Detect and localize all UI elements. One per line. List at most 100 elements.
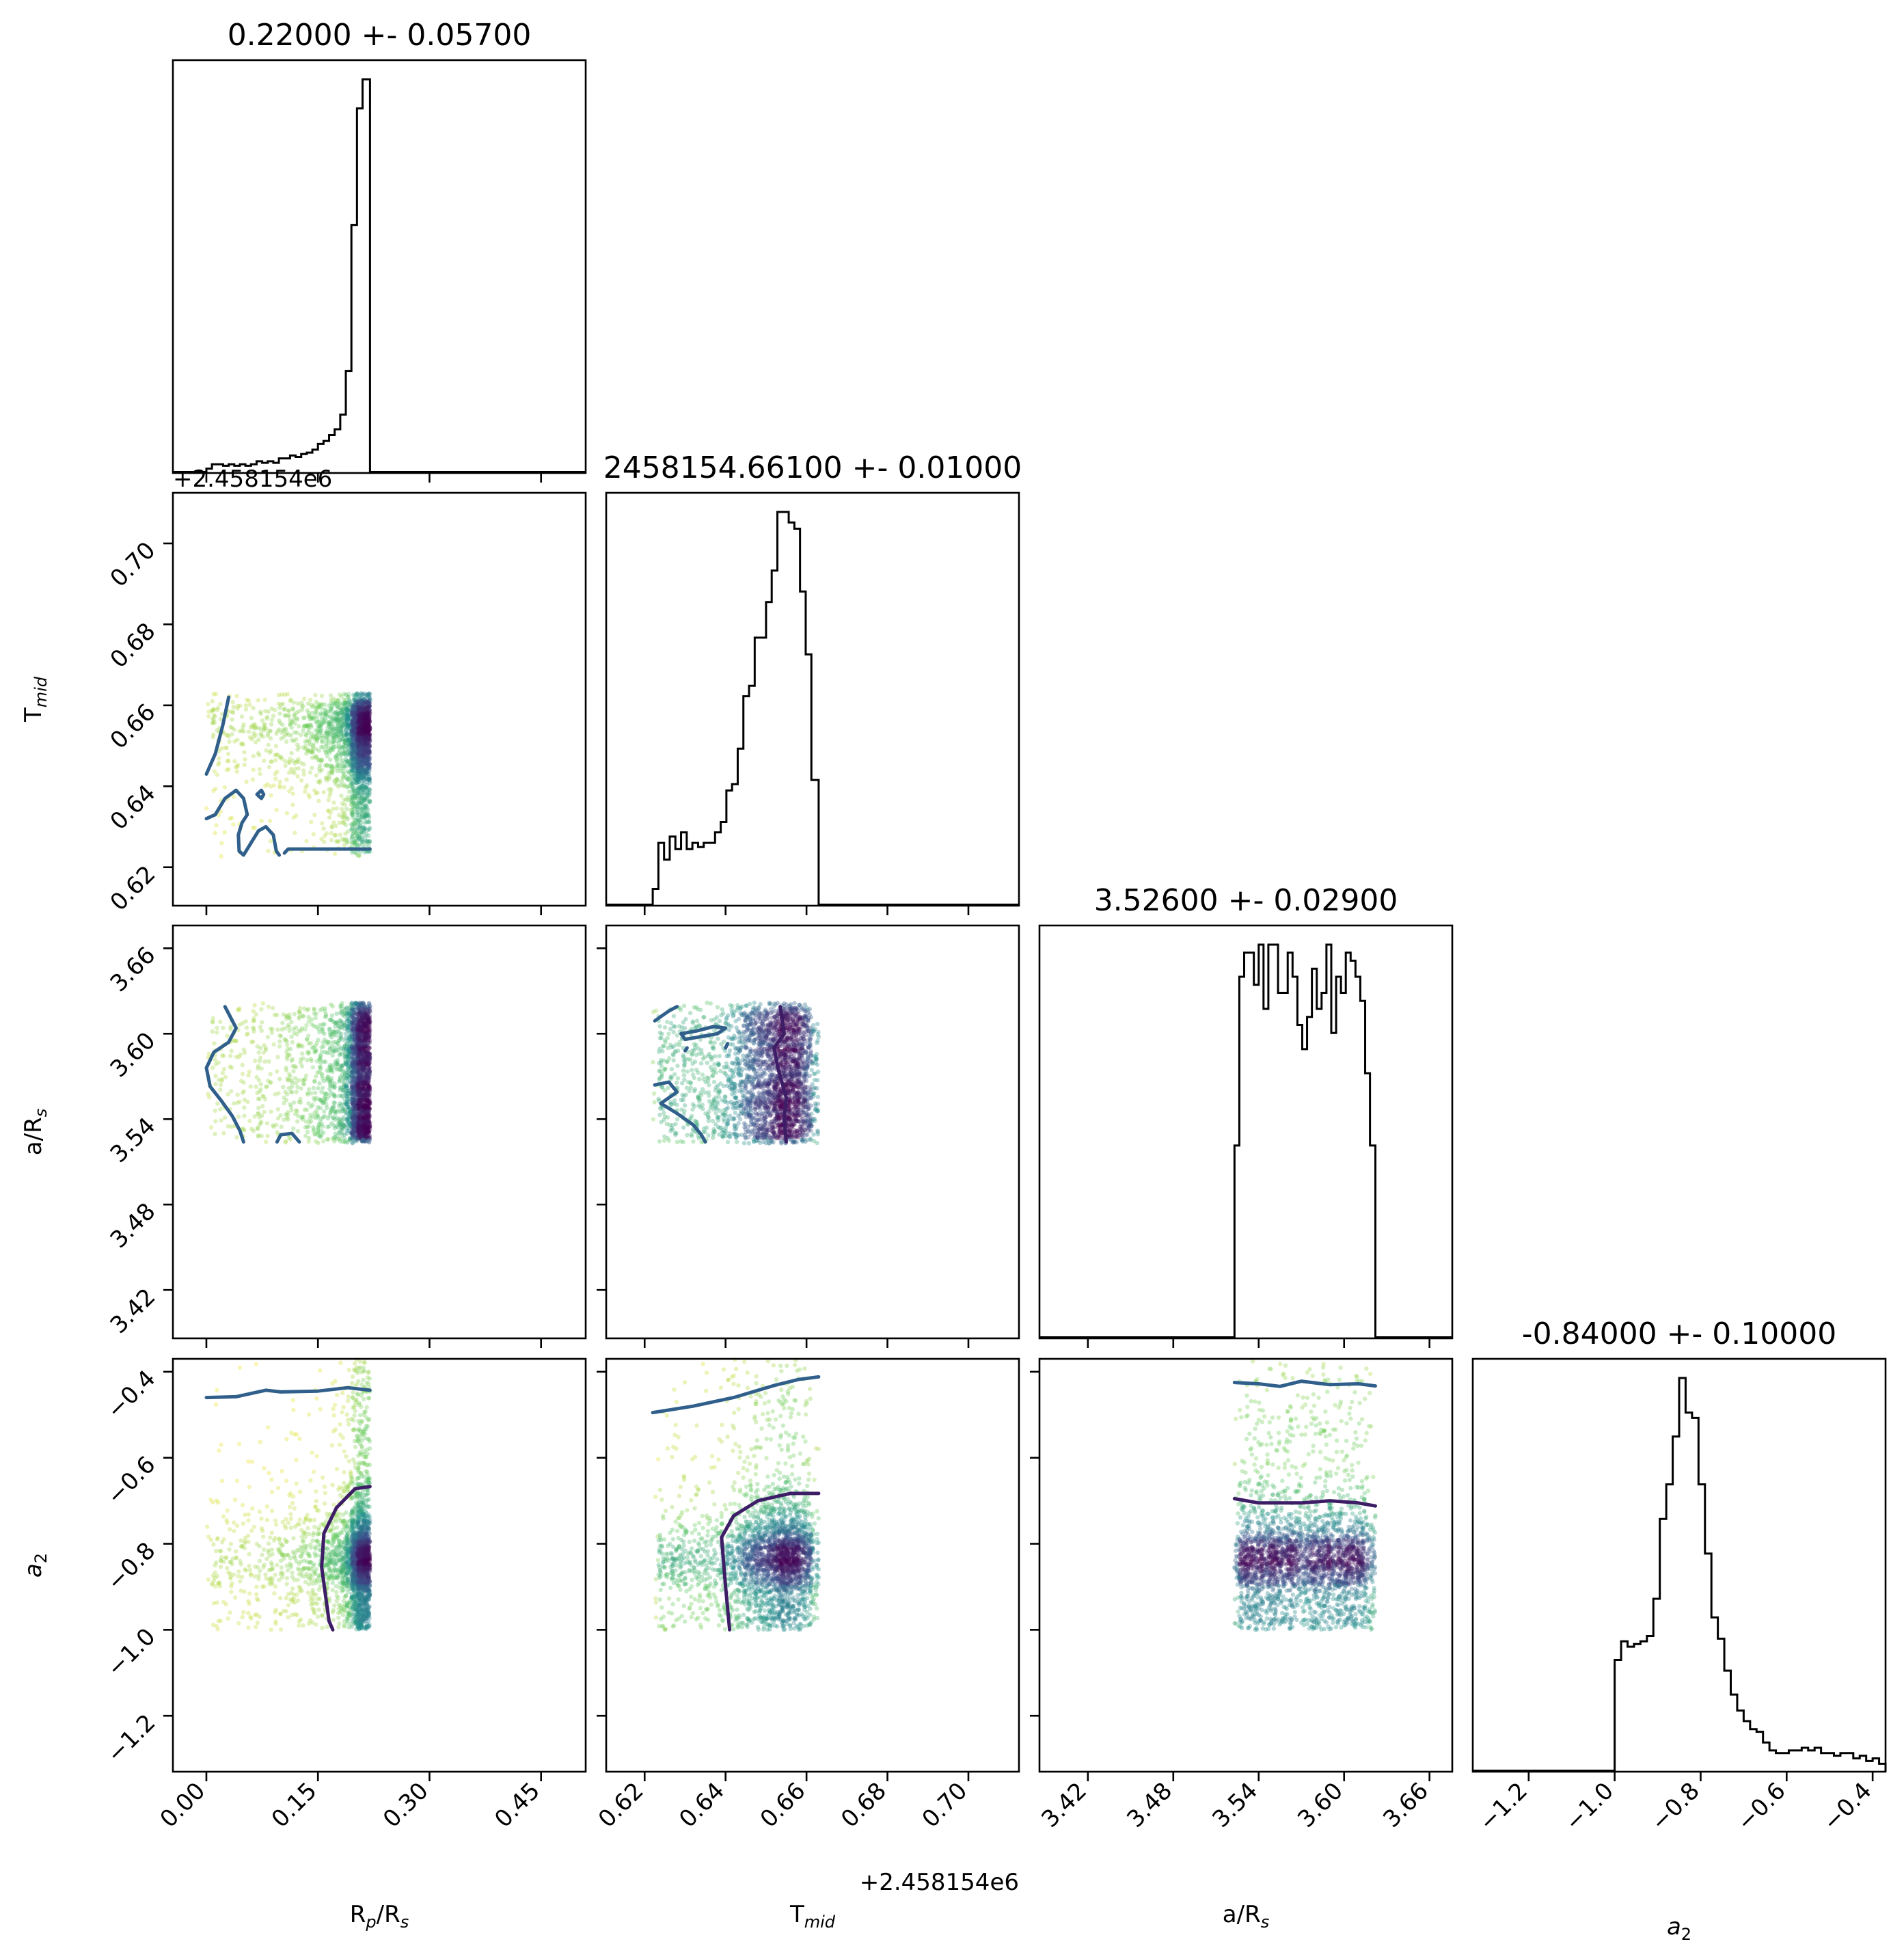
sample-point (312, 1079, 317, 1084)
sample-point (362, 715, 366, 720)
sample-point (337, 692, 342, 697)
sample-point (357, 717, 362, 722)
sample-point (359, 726, 365, 731)
sample-point (288, 733, 294, 738)
sample-point (315, 1070, 320, 1075)
sample-point (242, 1113, 247, 1118)
sample-point (357, 836, 362, 841)
sample-point (346, 692, 351, 697)
sample-point (362, 720, 366, 725)
sample-point (335, 1029, 340, 1034)
sample-point (349, 704, 355, 709)
sample-point (219, 1118, 223, 1123)
sample-point (360, 756, 365, 761)
sample-point (260, 1020, 264, 1025)
sample-point (342, 718, 347, 724)
sample-point (271, 1042, 276, 1047)
sample-point (265, 731, 271, 736)
sample-point (363, 796, 368, 800)
sample-point (221, 1067, 227, 1072)
sample-point (258, 1046, 263, 1051)
sample-point (363, 730, 368, 735)
sample-point (336, 698, 340, 703)
sample-point (286, 709, 291, 714)
sample-point (308, 697, 313, 702)
sample-point (268, 818, 273, 824)
sample-point (284, 777, 289, 782)
sample-point (368, 725, 372, 730)
sample-point (355, 768, 359, 772)
sample-point (275, 1027, 280, 1032)
sample-point (268, 839, 273, 843)
sample-point (235, 764, 240, 769)
sample-point (329, 716, 334, 720)
sample-point (367, 762, 372, 767)
sample-point (220, 1070, 225, 1076)
sample-point (305, 1058, 310, 1063)
sample-point (356, 790, 361, 795)
sample-point (352, 697, 357, 703)
sample-point (259, 818, 264, 824)
sample-point (286, 714, 291, 718)
sample-point (273, 1092, 277, 1097)
sample-point (223, 1075, 228, 1080)
sample-point (294, 1090, 299, 1094)
sample-point (301, 1056, 305, 1061)
sample-point (357, 726, 362, 731)
sample-point (289, 786, 294, 791)
sample-point (247, 1118, 252, 1124)
sample-point (242, 1097, 247, 1103)
sample-point (276, 701, 281, 706)
sample-point (317, 1081, 322, 1086)
sample-point (342, 722, 346, 727)
sample-point (364, 706, 368, 711)
sample-point (314, 699, 319, 705)
sample-point (326, 720, 331, 725)
sample-point (288, 718, 293, 723)
sample-point (361, 774, 366, 779)
sample-point (261, 1094, 266, 1099)
sample-point (349, 720, 354, 725)
sample-point (265, 782, 270, 787)
sample-point (319, 739, 325, 744)
sample-point (314, 773, 318, 778)
sample-point (257, 767, 262, 772)
sample-point (283, 759, 288, 763)
sample-point (295, 717, 300, 722)
sample-point (359, 739, 364, 744)
sample-point (358, 770, 363, 775)
sample-point (236, 1114, 241, 1119)
sample-point (220, 1053, 225, 1058)
sample-point (210, 1029, 215, 1034)
sample-point (248, 1084, 253, 1089)
sample-point (361, 745, 366, 750)
sample-point (359, 702, 365, 707)
sample-point (232, 759, 237, 763)
sample-point (256, 1077, 262, 1083)
sample-point (264, 1084, 270, 1089)
sample-point (213, 1108, 217, 1113)
sample-point (290, 802, 295, 807)
sample-point (278, 1033, 284, 1039)
sample-point (354, 759, 359, 764)
sample-point (256, 1105, 261, 1111)
sample-point (239, 714, 245, 719)
sample-point (236, 1055, 241, 1059)
sample-point (357, 750, 362, 755)
sample-point (319, 1090, 324, 1094)
sample-point (314, 1139, 318, 1144)
sample-point (340, 1068, 345, 1073)
sample-point (336, 839, 340, 844)
sample-point (361, 783, 366, 789)
sample-point (309, 820, 314, 824)
sample-point (359, 755, 364, 760)
sample-point (219, 841, 224, 846)
sample-point (353, 768, 357, 773)
sample-point (358, 698, 364, 703)
sample-point (273, 753, 277, 757)
sample-point (324, 1091, 329, 1096)
sample-point (364, 806, 369, 811)
sample-point (280, 1021, 285, 1025)
sample-point (346, 744, 351, 748)
